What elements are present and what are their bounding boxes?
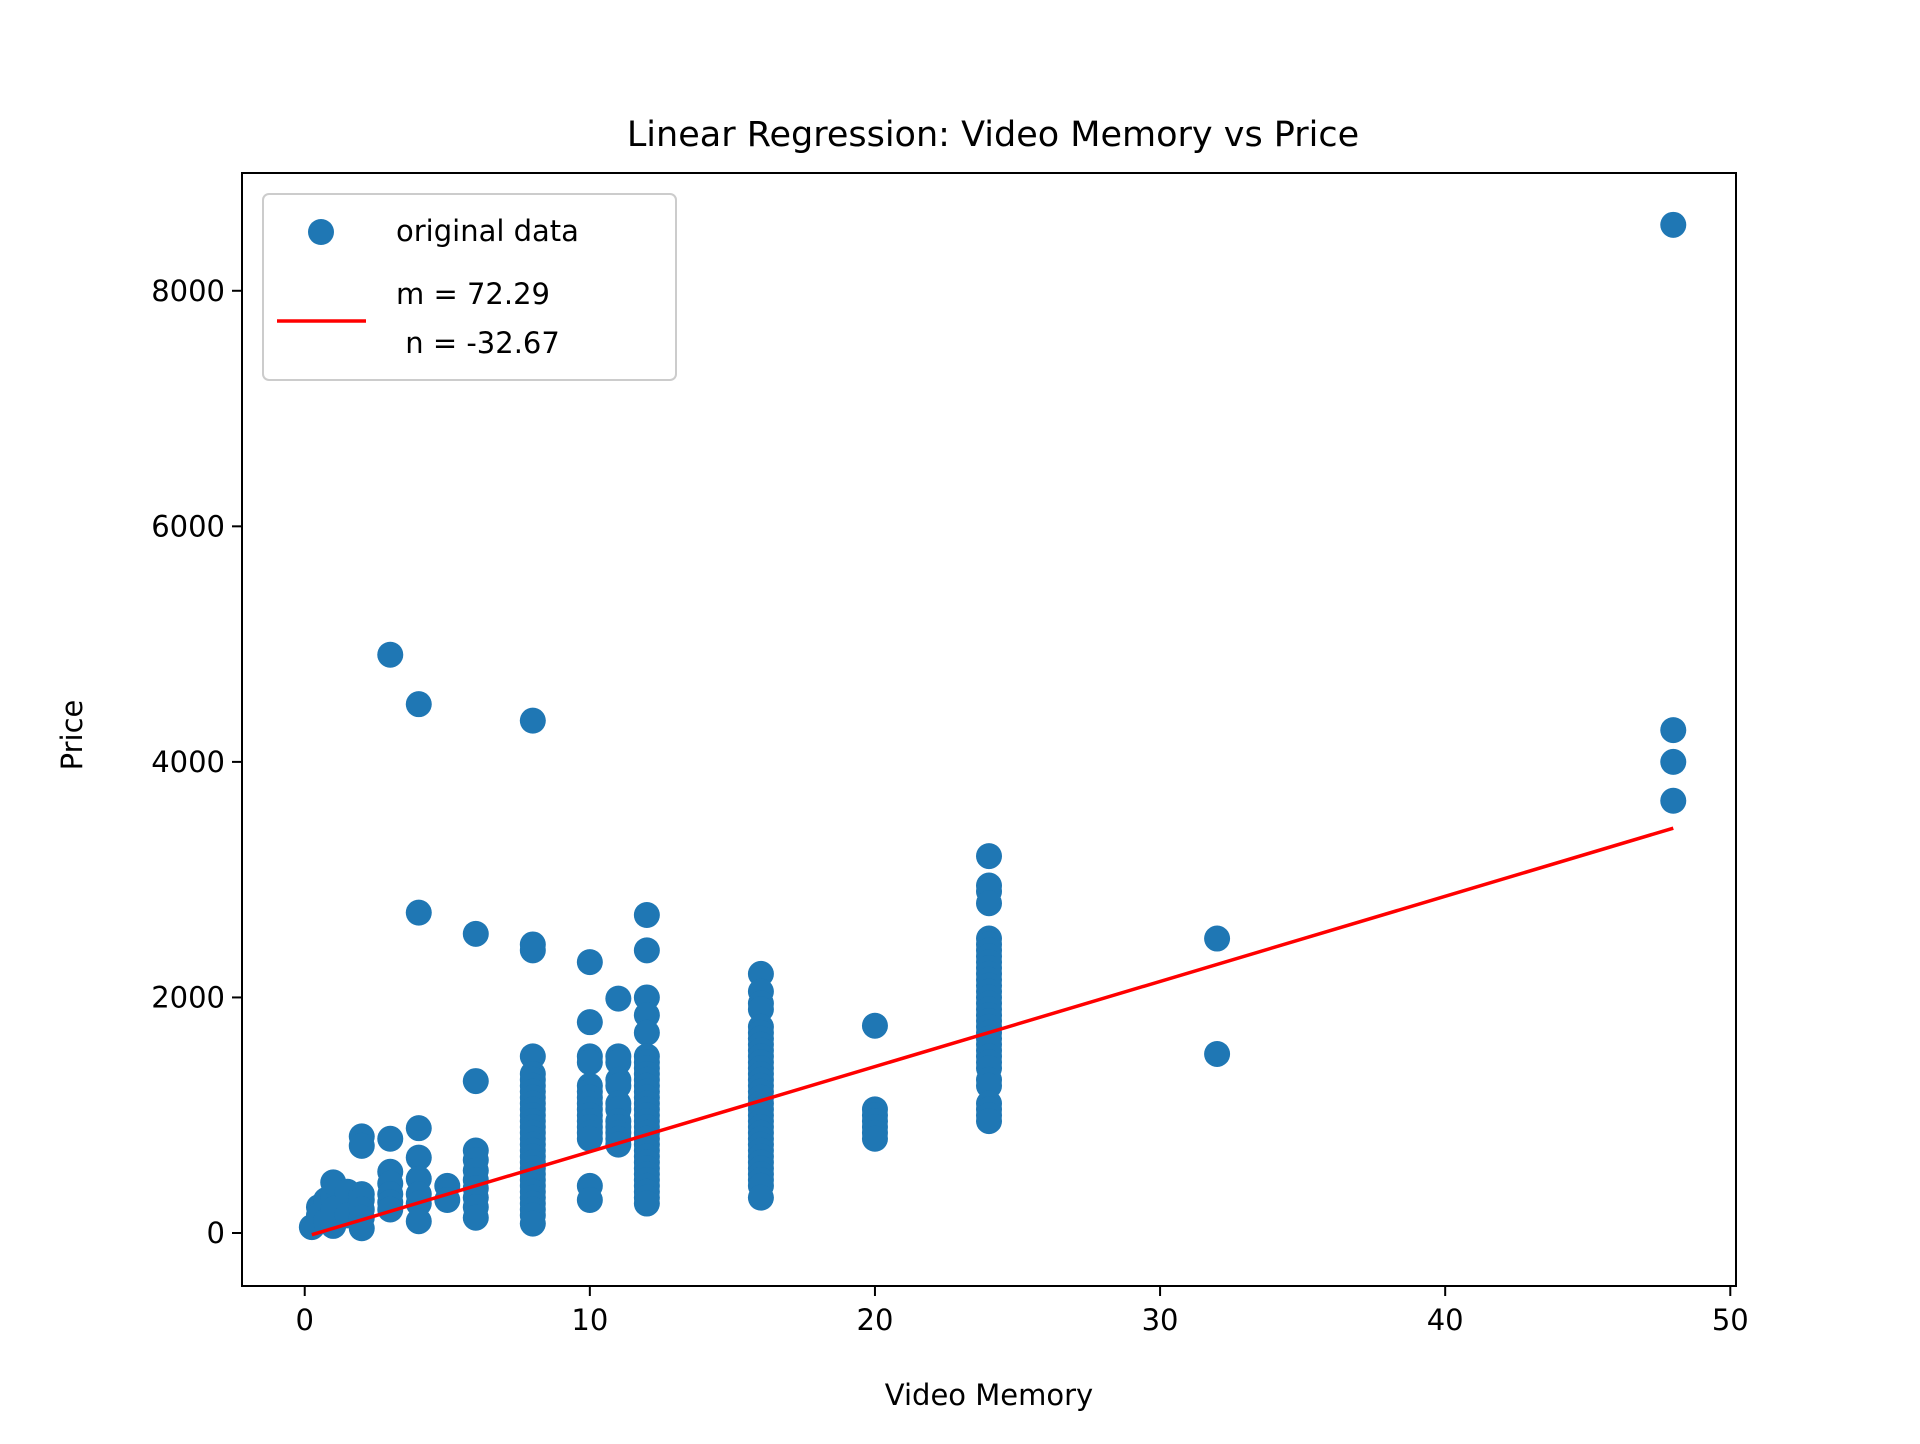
x-tick-label: 40 <box>1427 1303 1464 1337</box>
chart-title: Linear Regression: Video Memory vs Price <box>627 115 1359 155</box>
scatter-point <box>519 937 546 964</box>
regression-line <box>311 826 1674 1237</box>
scatter-point <box>377 1125 404 1152</box>
scatter-point <box>1660 748 1687 775</box>
y-tick-label: 2000 <box>151 980 225 1014</box>
x-tick-label: 10 <box>571 1303 608 1337</box>
y-tick-label: 6000 <box>151 509 225 543</box>
x-tick-label: 0 <box>295 1303 313 1337</box>
x-tick-label: 30 <box>1142 1303 1179 1337</box>
scatter-point <box>976 890 1002 917</box>
scatter-point <box>633 1190 660 1217</box>
scatter-point <box>576 1125 603 1152</box>
scatter-point <box>576 1049 603 1076</box>
legend-label-original-data: original data <box>396 214 579 248</box>
legend-marker-original-data <box>308 219 334 245</box>
scatter-point <box>633 1019 660 1046</box>
scatter-point <box>405 899 432 926</box>
scatter-point <box>405 1115 432 1142</box>
x-tick-label: 20 <box>857 1303 894 1337</box>
scatter-point <box>976 843 1002 870</box>
scatter-point <box>576 1009 603 1036</box>
scatter-point <box>633 902 660 928</box>
scatter-point <box>519 707 546 734</box>
scatter-point <box>1204 1040 1231 1067</box>
legend-box <box>262 193 677 381</box>
x-axis-label: Video Memory <box>885 1378 1093 1412</box>
scatter-point <box>861 1125 888 1152</box>
plot-area <box>298 211 1687 1242</box>
x-axis: 0 10 20 30 40 50 <box>295 1286 1749 1337</box>
scatter-point <box>576 1187 603 1214</box>
scatter-point <box>405 691 432 718</box>
legend-label-regression-line-2: n = -32.67 <box>396 326 560 360</box>
scatter-point <box>519 1210 546 1237</box>
scatter-point <box>462 1204 489 1231</box>
scatter-point <box>633 937 660 964</box>
x-tick-label: 50 <box>1712 1303 1749 1337</box>
scatter-point <box>1204 925 1231 952</box>
scatter-point <box>348 1132 375 1159</box>
scatter-point <box>405 1208 432 1235</box>
scatter-point <box>605 985 632 1012</box>
scatter-point <box>1660 211 1687 238</box>
y-axis: 0 2000 4000 6000 8000 <box>151 274 242 1250</box>
scatter-point <box>462 920 489 947</box>
scatter-point <box>377 1196 404 1223</box>
scatter-point <box>1660 717 1687 744</box>
scatter-point <box>405 1144 432 1171</box>
y-axis-label: Price <box>55 700 89 771</box>
y-tick-label: 4000 <box>151 745 225 779</box>
legend-label-regression-line-1: m = 72.29 <box>396 277 550 311</box>
scatter-point <box>462 1068 489 1095</box>
scatter-point <box>861 1012 888 1039</box>
y-tick-label: 0 <box>207 1216 225 1250</box>
legend: original data m = 72.29 n = -32.67 <box>262 193 677 381</box>
scatter-point <box>976 1108 1002 1135</box>
scatter-point <box>576 949 603 976</box>
scatter-point <box>377 641 404 668</box>
axes-frame <box>241 172 1737 1287</box>
scatter-point <box>1660 787 1687 814</box>
scatter-point <box>747 1184 774 1211</box>
y-tick-label: 8000 <box>151 274 225 308</box>
